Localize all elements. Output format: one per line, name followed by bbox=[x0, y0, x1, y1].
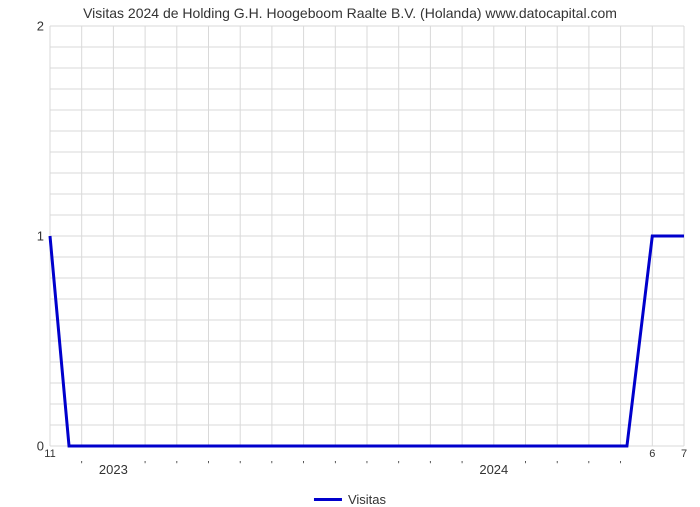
x-tick-label-major: 2023 bbox=[99, 446, 128, 477]
x-tick-minor: ' bbox=[81, 446, 83, 471]
x-tick-minor: ' bbox=[303, 446, 305, 471]
x-tick-minor: ' bbox=[556, 446, 558, 471]
x-tick-minor: ' bbox=[588, 446, 590, 471]
x-tick-minor: ' bbox=[620, 446, 622, 471]
x-tick-minor: ' bbox=[461, 446, 463, 471]
x-tick-label-special: 6 bbox=[649, 446, 655, 460]
chart-title: Visitas 2024 de Holding G.H. Hoogeboom R… bbox=[0, 5, 700, 21]
x-tick-minor: ' bbox=[144, 446, 146, 471]
x-tick-label-special: 11 bbox=[44, 446, 55, 460]
y-tick-label: 2 bbox=[37, 19, 50, 34]
x-tick-minor: ' bbox=[525, 446, 527, 471]
x-tick-minor: ' bbox=[398, 446, 400, 471]
plot-area: 01220232024''''''''''''''''1167 bbox=[50, 26, 684, 446]
y-tick-label: 1 bbox=[37, 229, 50, 244]
chart-series bbox=[50, 26, 684, 446]
x-tick-label-special: 7 bbox=[681, 446, 687, 460]
x-tick-minor: ' bbox=[239, 446, 241, 471]
chart-container: { "chart": { "type": "line", "title": "V… bbox=[0, 0, 700, 500]
x-tick-minor: ' bbox=[429, 446, 431, 471]
x-tick-minor: ' bbox=[176, 446, 178, 471]
x-tick-label-major: 2024 bbox=[479, 446, 508, 477]
x-tick-minor: ' bbox=[334, 446, 336, 471]
x-tick-minor: ' bbox=[271, 446, 273, 471]
x-tick-minor: ' bbox=[366, 446, 368, 471]
x-tick-minor: ' bbox=[208, 446, 210, 471]
